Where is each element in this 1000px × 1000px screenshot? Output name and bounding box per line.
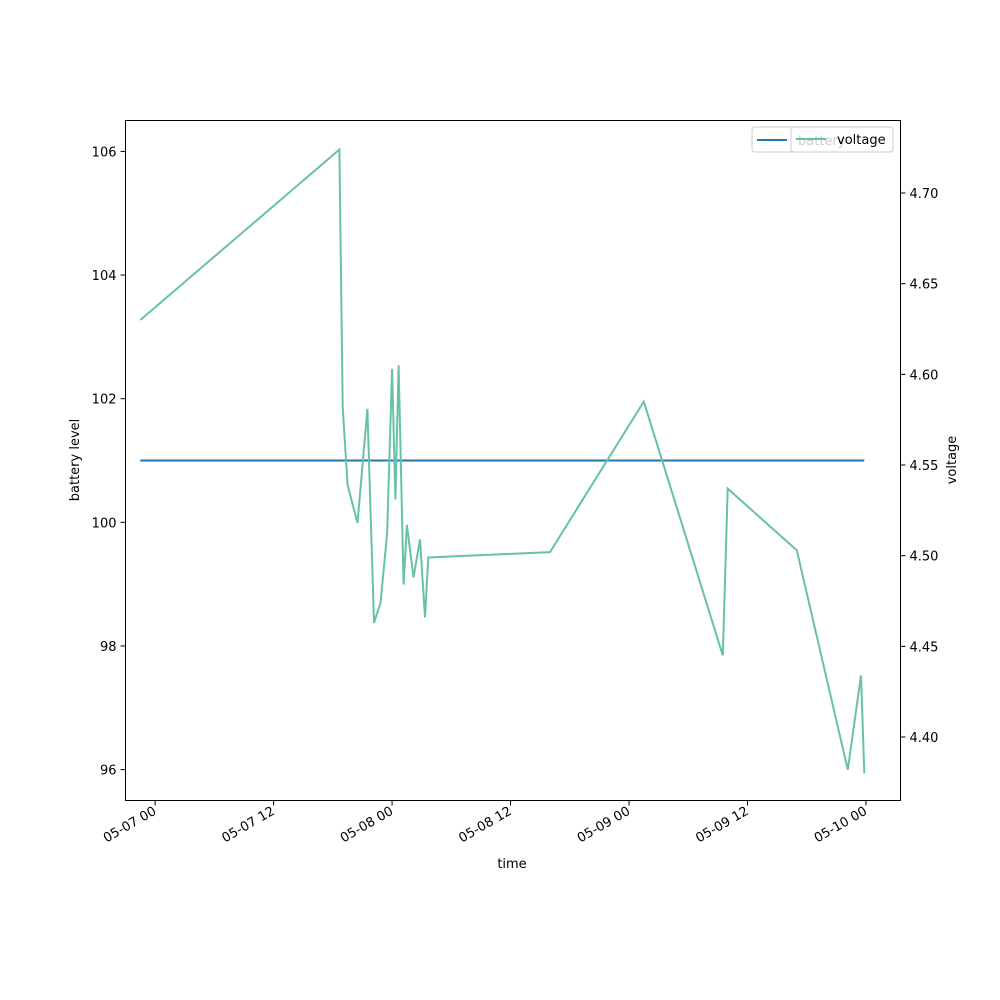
- legend-voltage-label: voltage: [837, 133, 886, 148]
- y-right-tick-label: 4.50: [910, 550, 939, 565]
- y-axis-left: 96 98 100 102 104 106: [92, 145, 126, 779]
- x-axis-label: time: [497, 857, 526, 872]
- legend-voltage-box: [790, 126, 894, 153]
- x-tick-label: 05-07 00: [101, 804, 159, 846]
- y-right-tick-label: 4.55: [910, 459, 939, 474]
- y-left-tick-label: 98: [100, 640, 117, 655]
- x-tick-label: 05-09 12: [693, 804, 751, 846]
- legend-voltage: voltage: [790, 126, 894, 153]
- x-tick-label: 05-08 00: [338, 804, 396, 846]
- plot-frame: [125, 120, 901, 801]
- series-layer: [139, 147, 866, 774]
- y-axis-right-label: voltage: [945, 436, 960, 485]
- x-tick-label: 05-07 12: [219, 804, 277, 846]
- x-axis: 05-07 00 05-07 12 05-08 00 05-08 12 05-09 00…: [101, 800, 870, 846]
- y-left-tick-label: 100: [92, 516, 117, 531]
- x-tick-label: 05-09 00: [575, 804, 633, 846]
- y-right-tick-label: 4.70: [910, 187, 939, 202]
- y-right-tick-label: 4.40: [910, 731, 939, 746]
- y-left-tick-label: 104: [92, 269, 117, 284]
- x-tick-label: 05-10 00: [812, 804, 870, 846]
- y-right-tick-label: 4.65: [910, 278, 939, 293]
- y-left-tick-label: 96: [100, 764, 117, 779]
- y-right-tick-label: 4.45: [910, 640, 939, 655]
- x-tick-label: 05-08 12: [456, 804, 514, 846]
- y-axis-right: 4.40 4.45 4.50 4.55 4.60 4.65 4.70: [900, 187, 939, 746]
- series-line-voltage: [139, 147, 866, 774]
- y-right-tick-label: 4.60: [910, 368, 939, 383]
- y-left-tick-label: 102: [92, 393, 117, 408]
- y-left-tick-label: 106: [92, 145, 117, 160]
- y-axis-left-label: battery level: [68, 419, 83, 502]
